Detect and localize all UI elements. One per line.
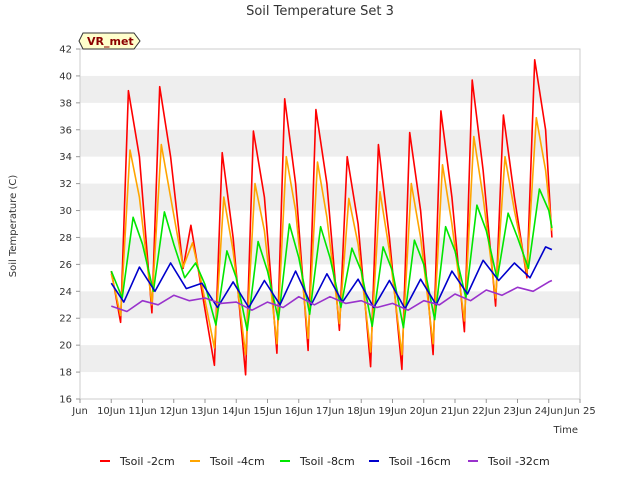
x-tick-label: Jun 25 <box>563 406 596 417</box>
vr-met-badge: VR_met <box>78 32 141 50</box>
series-lines <box>110 58 553 376</box>
y-tick-label: 34 <box>59 152 72 163</box>
x-tick-label: 18Jun <box>347 406 375 417</box>
x-axis-ticks: Jun 10Jun 11Jun 12Jun 13Jun 14Jun 15Jun 16Jun 17… <box>71 399 596 417</box>
y-tick-label: 42 <box>59 45 72 56</box>
x-tick-label: 10Jun <box>97 406 125 417</box>
y-tick-label: 30 <box>59 206 72 217</box>
grid-band <box>80 129 580 157</box>
series-line <box>110 188 553 332</box>
x-axis-label: Time <box>553 425 578 436</box>
grid-band <box>80 345 580 373</box>
y-tick-label: 24 <box>59 287 72 298</box>
y-tick-label: 32 <box>59 179 72 190</box>
y-tick-label: 36 <box>59 125 72 136</box>
legend-label: Tsoil -4cm <box>209 455 265 468</box>
x-tick-label: 17Jun <box>316 406 344 417</box>
series-line <box>110 246 553 310</box>
grid-band <box>80 75 580 103</box>
series-line <box>111 279 553 313</box>
y-tick-label: 20 <box>59 341 72 352</box>
y-tick-label: 38 <box>59 98 72 109</box>
y-tick-label: 18 <box>59 368 72 379</box>
x-tick-label: 14Jun <box>222 406 250 417</box>
x-tick-label: 13Jun <box>191 406 219 417</box>
x-tick-label: 16Jun <box>285 406 313 417</box>
y-tick-label: 22 <box>59 314 72 325</box>
x-tick-label: 11Jun <box>128 406 156 417</box>
legend-label: Tsoil -32cm <box>487 455 550 468</box>
y-axis-label: Soil Temperature (C) <box>8 175 19 278</box>
legend-label: Tsoil -16cm <box>388 455 451 468</box>
x-tick-label: 23Jun <box>503 406 531 417</box>
x-tick-label: 22Jun <box>472 406 500 417</box>
x-tick-label: 15Jun <box>253 406 281 417</box>
x-tick-label: 21Jun <box>441 406 469 417</box>
y-tick-label: 16 <box>59 395 72 406</box>
badge-label: VR_met <box>87 35 134 48</box>
y-axis-ticks: 16 18 20 22 24 26 28 30 32 34 36 38 40 42 <box>59 45 80 406</box>
y-tick-label: 28 <box>59 233 72 244</box>
chart-title: Soil Temperature Set 3 <box>246 4 394 19</box>
grid-band <box>80 183 580 211</box>
x-tick-label: 24Jun <box>535 406 563 417</box>
background-bands <box>80 49 580 399</box>
x-tick-label: Jun <box>71 406 88 417</box>
x-tick-label: 12Jun <box>160 406 188 417</box>
y-tick-label: 26 <box>59 260 72 271</box>
legend-label: Tsoil -2cm <box>119 455 175 468</box>
legend: Tsoil -2cm Tsoil -4cm Tsoil -8cm Tsoil -16c… <box>100 455 550 468</box>
badge-box <box>78 32 141 50</box>
x-tick-label: 20Jun <box>410 406 438 417</box>
series-line <box>110 58 553 376</box>
legend-label: Tsoil -8cm <box>299 455 355 468</box>
y-tick-label: 40 <box>59 71 72 82</box>
x-tick-label: 19Jun <box>378 406 406 417</box>
